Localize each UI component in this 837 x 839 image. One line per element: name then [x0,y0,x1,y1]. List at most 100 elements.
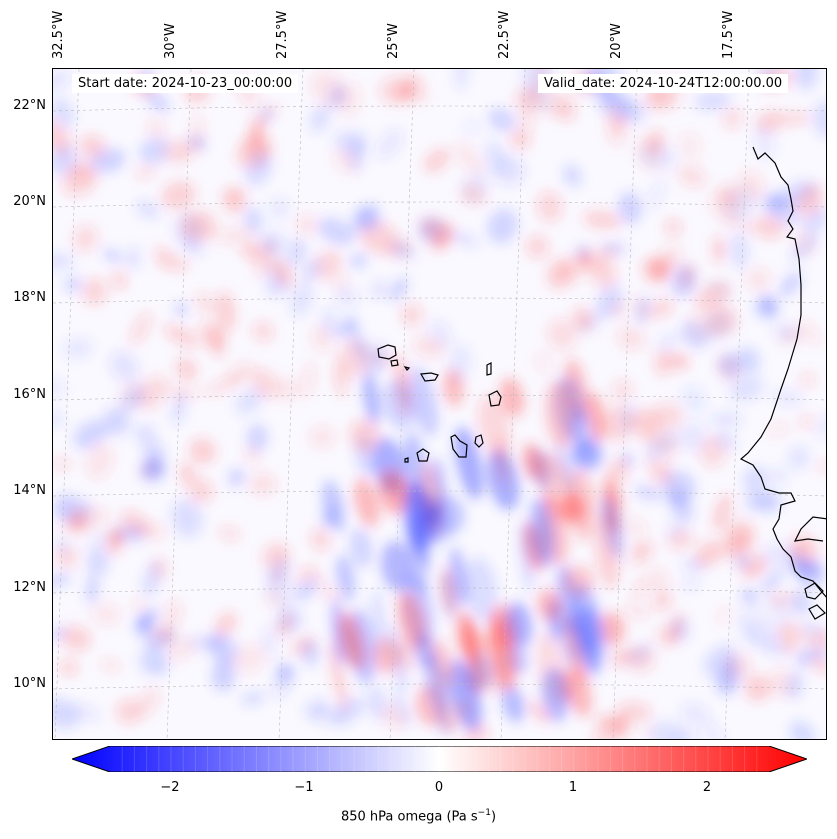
ascent-blob [648,256,669,280]
ascent-blob [744,675,771,701]
lat-label-20n: 20°N [13,194,46,209]
lon-label-27-5w: 27.5°W [275,10,290,59]
ascent-blob [565,667,592,717]
ascent-blob [442,369,464,407]
ascent-blob [168,637,196,663]
descent-blob [63,338,93,359]
descent-blob [680,320,708,350]
ascent-blob [244,445,260,466]
lon-label-17-5w: 17.5°W [721,10,736,59]
descent-blob [729,231,750,270]
ascent-blob [255,239,276,277]
ascent-blob [499,377,525,417]
ascent-blob [454,609,474,661]
descent-blob [571,438,604,471]
descent-blob [530,497,555,568]
descent-blob [53,253,75,270]
descent-blob [53,145,78,176]
descent-blob [617,192,642,225]
descent-blob [718,659,741,696]
ascent-blob [295,213,318,236]
descent-blob [86,573,99,605]
descent-blob [753,298,778,319]
descent-blob [371,589,387,652]
descent-blob [104,405,127,433]
ascent-blob [667,529,695,551]
descent-blob [304,698,328,720]
descent-blob [351,203,379,235]
descent-blob [170,498,204,538]
descent-blob [53,97,75,129]
ascent-blob [248,472,277,496]
colorbar-label-text: 850 hPa omega (Pa s [340,809,478,825]
ascent-blob [262,101,279,119]
descent-blob [211,658,236,692]
ascent-blob [440,567,456,615]
descent-blob [125,246,141,270]
lat-label-12n: 12°N [13,580,46,595]
descent-blob [621,99,646,124]
ascent-blob [400,302,423,327]
ascent-blob [270,259,294,287]
descent-blob [753,123,776,161]
lon-label-20w: 20°W [609,23,624,59]
ascent-blob [72,224,99,253]
descent-blob [424,651,450,718]
descent-blob [454,426,483,500]
ascent-blob [53,457,73,471]
parallel-line [53,394,826,401]
ascent-blob [695,281,731,312]
ascent-blob [494,438,510,484]
ascent-blob [252,320,274,342]
descent-blob [670,265,697,298]
ascent-blob [210,228,239,244]
ascent-blob [816,460,826,473]
descent-blob [464,557,498,624]
ascent-blob [460,183,486,206]
ascent-blob [381,704,406,730]
ascent-blob [780,590,799,607]
ascent-blob [232,643,267,674]
descent-blob [743,591,762,614]
descent-blob [349,527,373,568]
descent-blob [703,311,732,342]
ascent-blob [179,463,196,485]
ascent-blob [664,218,683,236]
ascent-blob [243,242,263,261]
ascent-blob [653,625,679,646]
ascent-blob [595,513,620,589]
ascent-blob [120,510,149,535]
ascent-blob [554,98,577,122]
ascent-blob [717,606,732,625]
ascent-blob [252,368,278,399]
descent-blob [186,635,226,651]
descent-blob [772,321,800,343]
ascent-blob [91,602,121,626]
descent-blob [139,137,170,165]
descent-blob [227,468,246,487]
ascent-blob [132,598,146,612]
descent-blob [680,558,707,573]
lat-label-18n: 18°N [13,290,46,305]
descent-blob [53,412,64,426]
descent-blob [455,69,469,91]
ascent-blob [188,478,214,504]
descent-blob [519,521,534,593]
descent-blob [255,148,275,172]
descent-blob [86,549,110,576]
descent-blob [317,217,355,246]
descent-blob [487,208,518,244]
descent-blob [738,346,761,374]
ascent-blob [517,108,535,140]
ascent-blob [694,540,726,567]
ascent-blob [649,297,674,319]
descent-blob [571,584,601,654]
ascent-blob [806,629,826,651]
parallel-line [53,105,826,112]
descent-blob [811,100,826,138]
descent-blob [638,143,678,170]
ascent-blob [338,612,365,670]
descent-blob [309,104,331,133]
ascent-blob [534,352,553,374]
ascent-blob [214,612,238,637]
